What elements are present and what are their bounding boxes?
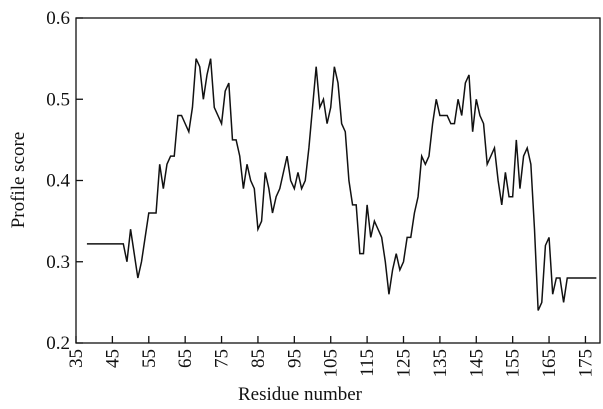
x-tick-label: 125 bbox=[394, 349, 415, 378]
y-axis-label: Profile score bbox=[8, 132, 29, 229]
x-tick-label: 105 bbox=[321, 349, 342, 378]
x-tick-label: 155 bbox=[503, 349, 524, 378]
x-tick-label: 135 bbox=[430, 349, 451, 378]
x-tick-label: 165 bbox=[539, 349, 560, 378]
y-tick-label: 0.4 bbox=[46, 171, 70, 192]
y-tick-label: 0.3 bbox=[46, 252, 70, 273]
x-tick-label: 85 bbox=[248, 349, 269, 368]
y-tick-label: 0.2 bbox=[46, 333, 70, 354]
x-tick-label: 145 bbox=[466, 349, 487, 378]
x-tick-label: 45 bbox=[102, 349, 123, 368]
y-tick-label: 0.5 bbox=[46, 89, 70, 110]
x-tick-label: 65 bbox=[175, 349, 196, 368]
x-tick-label: 55 bbox=[139, 349, 160, 368]
x-tick-label: 95 bbox=[284, 349, 305, 368]
x-tick-label: 115 bbox=[357, 349, 378, 377]
x-tick-label: 75 bbox=[212, 349, 233, 368]
x-tick-label: 175 bbox=[575, 349, 596, 378]
x-axis-label: Residue number bbox=[238, 384, 363, 405]
data-line bbox=[86, 58, 597, 311]
x-tick-label: 35 bbox=[66, 349, 87, 368]
y-tick-label: 0.6 bbox=[46, 8, 70, 29]
